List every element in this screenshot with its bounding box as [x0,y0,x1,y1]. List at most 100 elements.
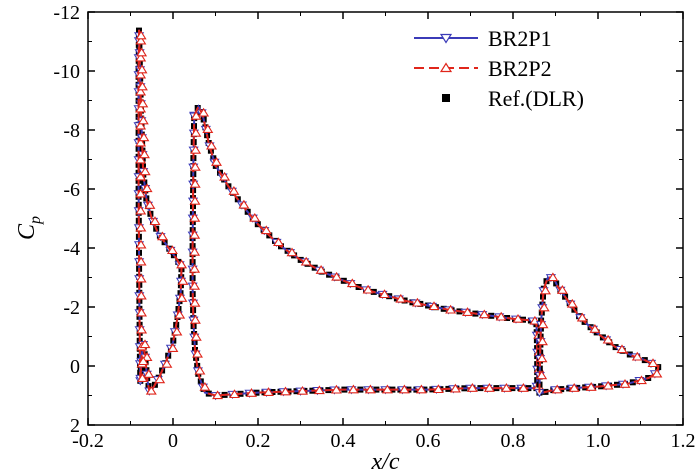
br2p2-marker [135,222,147,232]
plot-area [133,27,663,401]
br2p2-marker [135,239,147,249]
br2p2-marker [381,384,393,394]
br2p2-marker [273,237,284,247]
br2p2-marker [189,314,201,324]
br2p2-marker [462,307,473,316]
br2p2-marker [228,186,240,195]
br2p2-marker [135,256,147,266]
br2p2-marker [135,52,147,62]
br2p2-marker [616,344,628,354]
br2p2-marker [415,384,427,394]
br2p2-marker [136,81,148,91]
br2p2-marker [495,311,507,321]
br2p2-marker [246,388,257,397]
br2p2-marker [137,356,149,366]
br2p2-marker [199,381,211,391]
br2p2-marker [144,200,156,209]
br2p2-marker [398,384,410,394]
br2p2-marker [286,247,298,257]
br2p2-line-main [191,104,539,397]
br2p2-marker [347,384,359,394]
br2p2-marker [331,271,343,281]
br2p2-marker [136,307,147,317]
br2p2-marker [141,183,153,193]
br2p2-marker [537,319,549,329]
br2p2-marker [229,389,240,399]
br2p2-marker [517,383,529,392]
br2p2-marker [137,115,149,125]
br2p2-marker [238,199,250,209]
legend-ref-marker [442,94,450,102]
br2p2-marker [536,353,548,363]
br2p2-marker [136,373,148,382]
br2p2-marker [212,390,224,400]
y-axis-title: Cp [14,216,44,240]
x-tick-label: 0 [168,430,178,452]
br2p2-marker [192,348,203,358]
main-curve-group [187,104,545,401]
br2p2-marker [135,30,147,40]
br2p2-marker [174,309,186,319]
br2p2-marker [190,144,202,154]
br2p2-marker [198,107,210,117]
br2p2-marker [135,154,147,164]
y-tick-label: -8 [63,120,80,142]
br2p2-marker [135,205,147,215]
br2p2-marker [135,273,147,283]
br2p2-marker [139,166,151,176]
br2p2-marker [194,365,206,375]
br2p2-marker [143,369,155,378]
br2p2-marker [145,385,157,395]
br2p2-marker [512,313,524,323]
br2p2-marker [483,383,495,392]
br2p2-marker [135,171,147,181]
br2p2-marker [364,384,376,394]
legend-br2p1-label: BR2P1 [488,26,552,51]
br2p2-marker [211,157,222,166]
y-tick-label: 0 [70,356,80,378]
x-axis-title: x/c [371,449,400,474]
br2p2-marker [189,297,201,307]
br2p2-marker [135,137,147,147]
br2p2-marker [189,178,201,188]
y-axis-title-subscript: p [27,216,44,225]
y-tick-label: -2 [63,297,80,319]
br2p2-marker [139,149,150,159]
x-tick-label: 1.0 [586,430,611,452]
br2p2-marker [445,304,457,314]
br2p2-marker [263,387,274,396]
br2p2-marker [189,280,201,290]
br2p2-marker [189,229,201,239]
br2p2-marker [536,370,548,380]
y-tick-label: -4 [63,238,80,260]
br2p2-marker [602,380,614,390]
br2p2-marker [135,86,147,96]
br2p2-marker [135,188,147,198]
br2p2-marker [449,383,461,393]
br2p2-marker [176,259,188,269]
br2p2-marker [576,312,588,322]
br2p2-marker [190,331,202,341]
br2p2-marker [157,231,168,241]
legend-br2p2-label: BR2P2 [488,56,552,81]
br2p2-marker [428,301,440,311]
br2p2-marker [149,216,161,226]
br2p2-marker [135,69,147,79]
br2p2-marker [631,351,643,361]
br2p2-marker [538,302,550,312]
br2p2-marker [139,339,151,349]
br2p2-marker [589,324,601,333]
plot-frame [87,11,684,426]
x-tick-label: 0.2 [246,430,271,452]
br2p2-marker [135,290,147,300]
br2p2-marker [219,171,231,181]
slat-curve-group [133,27,189,396]
br2p2-marker [189,212,201,222]
legend-ref-label: Ref.(DLR) [488,86,584,111]
y-tick-label: -6 [63,179,80,201]
y-tick-label: 2 [70,415,80,437]
br2p2-marker [154,374,166,384]
br2p2-marker [260,225,272,235]
legend-br2p1-marker [439,33,453,44]
